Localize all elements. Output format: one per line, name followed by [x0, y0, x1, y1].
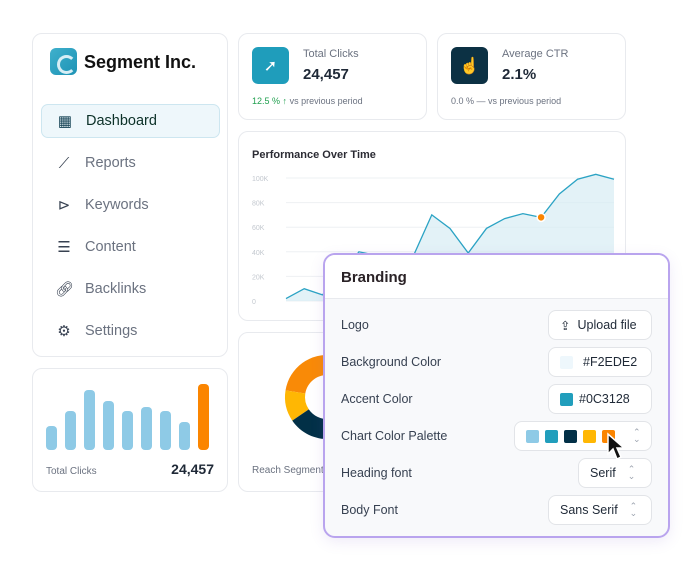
accent-label: Accent Color — [341, 392, 413, 406]
branding-title: Branding — [325, 255, 668, 299]
logo-row: Logo ⇪ Upload file — [341, 310, 652, 340]
mini-bar — [160, 411, 171, 450]
change-value: 0.0 % — [451, 96, 475, 106]
chevron-updown-icon: ⌃ ⌄ — [633, 427, 641, 444]
accent-color-row: Accent Color #0C3128 — [341, 384, 652, 414]
mini-bar — [65, 411, 76, 450]
chart-line-icon: ⟋ — [58, 154, 70, 172]
arrow-up-icon: ↑ — [282, 96, 288, 106]
upload-file-button[interactable]: ⇪ Upload file — [548, 310, 652, 340]
dash-icon: — — [476, 96, 486, 106]
sidebar-item-backlinks[interactable]: 🔗︎ Backlinks — [41, 272, 220, 306]
mini-bar — [122, 411, 133, 450]
background-color-input[interactable]: #F2EDE2 — [548, 347, 652, 377]
stat-label: Average CTR — [502, 48, 569, 60]
heading-label: Heading font — [341, 466, 412, 480]
chart-title: Performance Over Time — [252, 149, 376, 161]
mini-bar — [141, 407, 152, 450]
heading-font-select[interactable]: Serif ⌃ ⌄ — [578, 458, 652, 488]
total-clicks-bar-card: Total Clicks 24,457 — [32, 368, 228, 492]
body-label: Body Font — [341, 503, 398, 517]
mini-bar-chart — [46, 384, 216, 450]
dashboard-icon: ▦ — [57, 113, 73, 130]
sidebar-item-settings[interactable]: ⚙ Settings — [41, 314, 220, 348]
nav-label: Content — [85, 239, 136, 255]
accent-color-input[interactable]: #0C3128 — [548, 384, 652, 414]
y-tick-label: 80K — [252, 201, 265, 208]
palette-row: Chart Color Palette ⌃ ⌄ — [341, 421, 652, 451]
upload-icon: ⇪ — [560, 318, 571, 333]
gear-icon: ⚙ — [57, 323, 71, 340]
heading-value: Serif — [590, 466, 616, 480]
cursor-click-icon: ➚ — [252, 47, 289, 84]
mini-bar — [84, 390, 95, 450]
y-tick-label: 100K — [252, 176, 269, 183]
palette-swatch — [564, 429, 577, 443]
palette-swatch — [545, 429, 558, 443]
accent-color-swatch — [560, 392, 573, 406]
content-icon: ☰ — [57, 239, 71, 256]
hand-pointer-icon: ☝ — [451, 47, 488, 84]
mouse-cursor-icon — [607, 432, 626, 461]
y-tick-label: 40K — [252, 250, 265, 257]
nav-label: Settings — [85, 323, 138, 339]
chart-palette-select[interactable]: ⌃ ⌄ — [514, 421, 652, 451]
sidebar-item-reports[interactable]: ⟋ Reports — [41, 146, 220, 180]
link-icon: 🔗︎ — [55, 281, 75, 298]
logo-label: Logo — [341, 318, 369, 332]
stat-value: 24,457 — [303, 66, 349, 83]
mini-chart-label: Total Clicks — [46, 466, 97, 477]
mini-bar — [46, 426, 57, 450]
change-value: 12.5 % — [252, 96, 281, 106]
change-suffix: vs previous period — [289, 96, 363, 106]
reach-label: Reach Segments — [252, 465, 329, 476]
stat-card-average-ctr: ☝ Average CTR 2.1% 0.0 % — vs previous p… — [437, 33, 626, 120]
company-name: Segment Inc. — [84, 52, 197, 72]
sidebar-item-dashboard[interactable]: ▦ Dashboard — [41, 104, 220, 138]
body-font-select[interactable]: Sans Serif ⌃ ⌄ — [548, 495, 652, 525]
nav-label: Backlinks — [85, 281, 147, 297]
chevron-updown-icon: ⌃ ⌄ — [629, 501, 638, 518]
y-tick-label: 20K — [252, 274, 265, 281]
mini-bar — [198, 384, 209, 450]
stat-label: Total Clicks — [303, 48, 359, 60]
background-color-swatch — [560, 355, 573, 369]
palette-swatch — [526, 429, 539, 443]
chevron-updown-icon: ⌃ ⌄ — [627, 464, 636, 481]
background-color-row: Background Color #F2EDE2 — [341, 347, 652, 377]
palette-swatch — [583, 429, 596, 443]
palette-swatches — [526, 429, 621, 443]
donut-slice — [285, 355, 334, 394]
mini-bar — [179, 422, 190, 450]
bg-value: #F2EDE2 — [583, 355, 638, 369]
mini-bar — [103, 400, 114, 450]
tag-icon: ⊳ — [57, 197, 71, 214]
body-value: Sans Serif — [560, 503, 618, 517]
body-font-row: Body Font Sans Serif ⌃ ⌄ — [341, 495, 652, 525]
stat-value: 2.1% — [502, 66, 537, 83]
y-tick-label: 60K — [252, 225, 265, 232]
nav-label: Keywords — [85, 197, 149, 213]
highlight-point[interactable] — [536, 212, 546, 223]
heading-font-row: Heading font Serif ⌃ ⌄ — [341, 458, 652, 488]
nav-label: Reports — [85, 155, 136, 171]
branding-panel: Branding Logo ⇪ Upload file Background Co… — [323, 253, 670, 538]
stat-change: 0.0 % — vs previous period — [451, 96, 561, 106]
upload-label: Upload file — [577, 318, 637, 332]
change-suffix: vs previous period — [488, 96, 562, 106]
company-logo — [50, 48, 77, 75]
stat-card-total-clicks: ➚ Total Clicks 24,457 12.5 % ↑ vs previo… — [238, 33, 427, 120]
donut-slice — [285, 390, 309, 421]
palette-label: Chart Color Palette — [341, 429, 448, 443]
nav-label: Dashboard — [86, 113, 157, 129]
sidebar-item-keywords[interactable]: ⊳ Keywords — [41, 188, 220, 222]
mini-chart-value: 24,457 — [171, 461, 214, 477]
accent-value: #0C3128 — [579, 392, 630, 406]
sidebar: Segment Inc. ▦ Dashboard ⟋ Reports ⊳ Keywor… — [32, 33, 228, 357]
stat-change: 12.5 % ↑ vs previous period — [252, 96, 363, 106]
sidebar-item-content[interactable]: ☰ Content — [41, 230, 220, 264]
bg-label: Background Color — [341, 355, 442, 369]
y-tick-label: 0 — [252, 299, 256, 306]
